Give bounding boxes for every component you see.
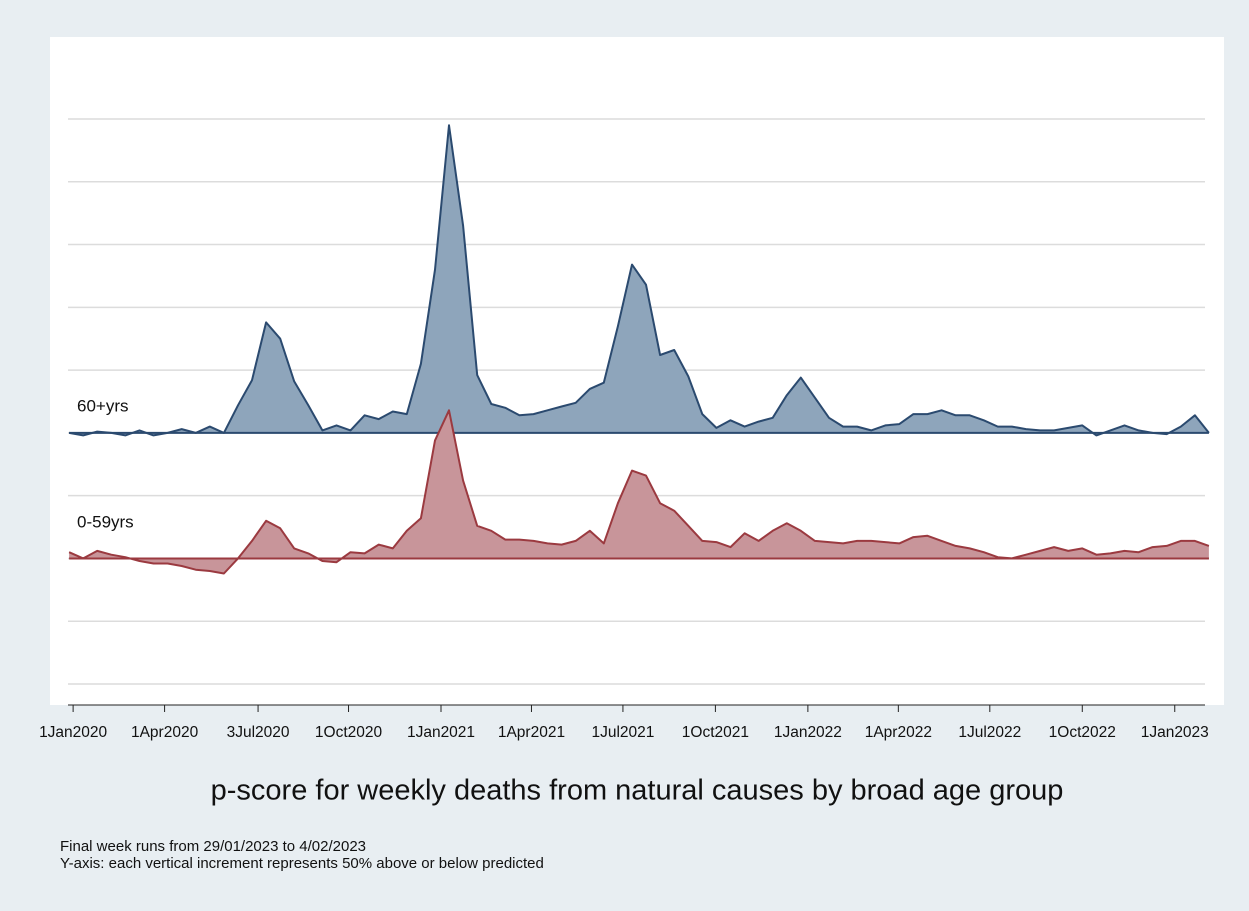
area-line (68, 124, 1210, 437)
x-tick-label: 1Apr2021 (498, 724, 565, 741)
x-tick-label: 1Jan2020 (39, 724, 107, 741)
x-tick-label: 1Oct2022 (1049, 724, 1116, 741)
x-tick-label: 1Jan2021 (407, 724, 475, 741)
series-label: 60+yrs (77, 396, 129, 415)
series-label: 0-59yrs (77, 512, 134, 531)
area-fill (69, 125, 1209, 436)
x-tick-label: 1Jan2022 (774, 724, 842, 741)
x-tick-label: 3Jul2020 (227, 724, 290, 741)
x-tick-label: 1Oct2021 (682, 724, 749, 741)
x-tick-label: 1Apr2022 (865, 724, 932, 741)
x-axis-title: p-score for weekly deaths from natural c… (211, 775, 1064, 807)
x-tick-label: 1Jul2021 (591, 724, 654, 741)
area-line (68, 409, 1210, 575)
area-fill (69, 410, 1209, 574)
x-tick-label: 1Jan2023 (1141, 724, 1209, 741)
note: Final week runs from 29/01/2023 to 4/02/… (60, 838, 366, 855)
x-tick-label: 1Jul2022 (958, 724, 1021, 741)
x-tick-label: 1Apr2020 (131, 724, 199, 741)
x-tick-label: 1Oct2020 (315, 724, 383, 741)
note: Y-axis: each vertical increment represen… (60, 855, 544, 872)
